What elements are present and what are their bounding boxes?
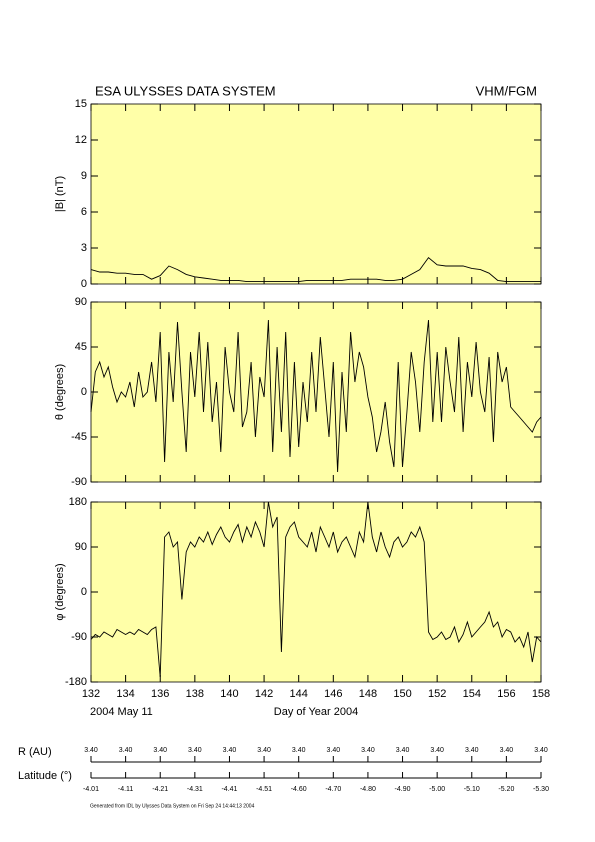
lat-value: -4.51: [256, 786, 272, 793]
x-tick-label: 134: [116, 688, 134, 700]
data-line: [90, 501, 542, 678]
lat-value: -5.00: [429, 786, 445, 793]
y-tick-label: 180: [69, 496, 87, 508]
lat-value: -4.21: [152, 786, 168, 793]
y-axis-label: φ (degrees): [54, 563, 66, 620]
lat-value: -4.70: [325, 786, 341, 793]
r-value: 3.40: [257, 747, 271, 754]
y-tick-label: 45: [75, 341, 87, 353]
lat-value: -4.01: [83, 786, 99, 793]
lat-value: -5.30: [533, 786, 549, 793]
lat-value: -4.80: [360, 786, 376, 793]
y-tick-label: 0: [81, 278, 87, 290]
r-label: R (AU): [18, 746, 52, 758]
y-tick-label: 6: [81, 206, 87, 218]
y-tick-label: 0: [81, 586, 87, 598]
r-value: 3.40: [292, 747, 306, 754]
data-line: [90, 319, 542, 473]
x-tick-label: 152: [428, 688, 446, 700]
x-tick-label: 146: [324, 688, 342, 700]
x-tick-label: 154: [463, 688, 481, 700]
data-line: [90, 256, 541, 283]
y-tick-label: 3: [81, 242, 87, 254]
y-tick-label: -180: [65, 676, 87, 688]
r-value: 3.40: [500, 747, 514, 754]
x-tick-label: 148: [359, 688, 377, 700]
y-tick-label: -90: [71, 476, 87, 488]
y-tick-label: -45: [71, 431, 87, 443]
x-tick-label: 144: [290, 688, 308, 700]
y-tick-label: 0: [81, 386, 87, 398]
y-tick-label: 90: [75, 296, 87, 308]
lat-value: -5.20: [498, 786, 514, 793]
header-title: ESA ULYSSES DATA SYSTEM: [95, 83, 276, 98]
x-tick-label: 158: [532, 688, 550, 700]
r-value: 3.40: [396, 747, 410, 754]
r-value: 3.40: [534, 747, 548, 754]
r-value: 3.40: [465, 747, 479, 754]
lat-value: -4.90: [395, 786, 411, 793]
y-axis-label: θ (degrees): [54, 364, 66, 420]
footer: Generated from IDL by Ulysses Data Syste…: [90, 803, 255, 809]
lat-value: -4.60: [291, 786, 307, 793]
y-tick-label: 9: [81, 170, 87, 182]
x-tick-label: 140: [220, 688, 238, 700]
lat-value: -4.11: [118, 786, 134, 793]
x-tick-label: 150: [393, 688, 411, 700]
plot-area: [90, 301, 542, 483]
lat-value: -4.41: [221, 786, 237, 793]
lat-value: -5.10: [464, 786, 480, 793]
lat-label: Latitude (°): [18, 770, 72, 782]
x-tick-label: 138: [186, 688, 204, 700]
x-tick-label: 136: [151, 688, 169, 700]
header-instrument: VHM/FGM: [476, 83, 537, 98]
y-tick-label: -90: [71, 631, 87, 643]
plot-area: [90, 501, 542, 683]
y-tick-label: 90: [75, 541, 87, 553]
x-axis-label: Day of Year 2004: [274, 706, 358, 718]
r-value: 3.40: [119, 747, 133, 754]
r-value: 3.40: [223, 747, 237, 754]
x-tick-label: 156: [497, 688, 515, 700]
r-value: 3.40: [188, 747, 202, 754]
x-tick-label: 132: [82, 688, 100, 700]
y-tick-label: 12: [75, 134, 87, 146]
r-value: 3.40: [84, 747, 98, 754]
r-value: 3.40: [430, 747, 444, 754]
r-value: 3.40: [153, 747, 167, 754]
r-value: 3.40: [326, 747, 340, 754]
y-tick-label: 15: [75, 98, 87, 110]
plot-area: [90, 103, 542, 285]
r-value: 3.40: [361, 747, 375, 754]
lat-value: -4.31: [187, 786, 203, 793]
date-label: 2004 May 11: [90, 706, 153, 718]
x-tick-label: 142: [255, 688, 273, 700]
y-axis-label: |B| (nT): [54, 176, 66, 212]
